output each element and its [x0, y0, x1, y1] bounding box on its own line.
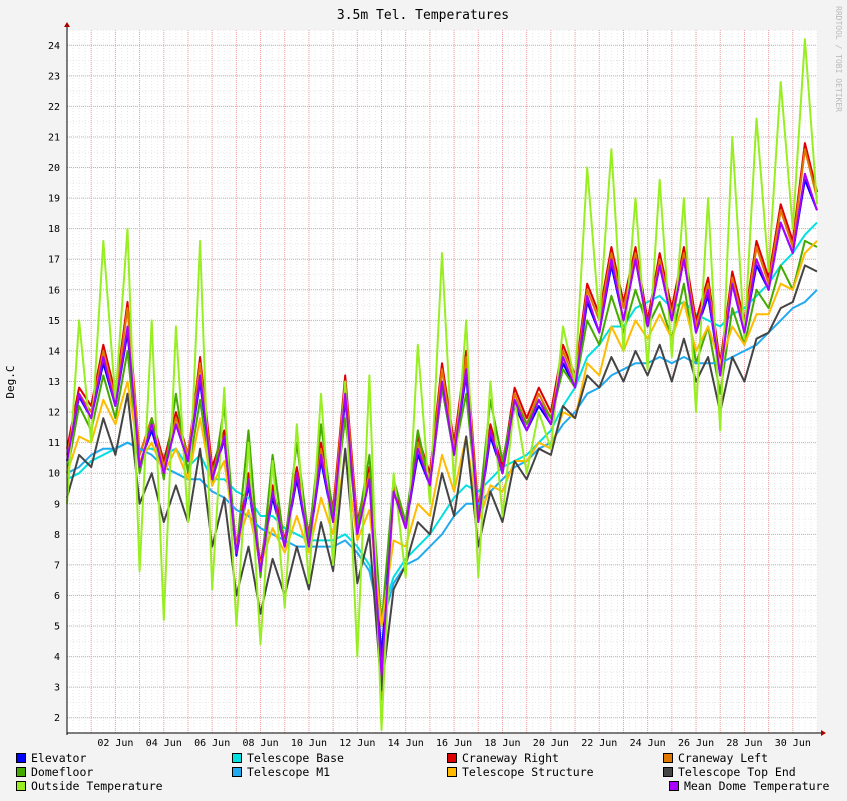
- y-tick-label: 4: [54, 652, 60, 663]
- legend-item: Domefloor: [16, 765, 93, 779]
- legend-swatch: [447, 767, 457, 777]
- series-line-10: [66, 172, 818, 676]
- x-tick-label: 18 Jun: [484, 738, 520, 749]
- x-tick-label: 12 Jun: [339, 738, 375, 749]
- legend-swatch: [447, 753, 457, 763]
- y-tick-label: 24: [48, 41, 60, 52]
- y-tick-label: 8: [54, 530, 60, 541]
- y-tick-label: 11: [48, 438, 60, 449]
- legend-label: Craneway Left: [678, 751, 769, 765]
- y-tick-label: 20: [48, 163, 60, 174]
- legend-label: Telescope Structure: [462, 765, 594, 779]
- legend-item: Craneway Right: [447, 751, 559, 765]
- legend-label: Telescope Base: [247, 751, 344, 765]
- x-tick-label: 26 Jun: [678, 738, 714, 749]
- legend-label: Domefloor: [31, 765, 94, 779]
- x-tick-label: 06 Jun: [194, 738, 230, 749]
- y-tick-label: 18: [48, 224, 60, 235]
- legend-swatch: [663, 753, 673, 763]
- x-tick-label: 24 Jun: [630, 738, 666, 749]
- series-line-8: [66, 264, 818, 692]
- x-tick-label: 28 Jun: [726, 738, 762, 749]
- legend-label: Telescope M1: [247, 765, 331, 779]
- y-tick-label: 15: [48, 316, 60, 327]
- legend-swatch: [16, 753, 26, 763]
- legend-label: Telescope Top End: [678, 765, 796, 779]
- x-tick-label: 08 Jun: [242, 738, 278, 749]
- y-axis-arrow: [64, 22, 70, 27]
- rrdtool-watermark: RRDTOOL / TOBI OETIKER: [834, 6, 843, 112]
- x-tick-label: 22 Jun: [581, 738, 617, 749]
- y-tick-label: 13: [48, 377, 60, 388]
- y-tick-label: 22: [48, 102, 60, 113]
- x-tick-label: 20 Jun: [533, 738, 569, 749]
- y-tick-label: 3: [54, 683, 60, 694]
- x-tick-label: 16 Jun: [436, 738, 472, 749]
- legend-swatch: [669, 781, 679, 791]
- legend-item: Mean Dome Temperature: [669, 779, 829, 793]
- legend-item: Outside Temperature: [16, 779, 163, 793]
- y-axis-label: Deg.C: [4, 365, 17, 398]
- legend-item: Telescope Structure: [447, 765, 594, 779]
- y-tick-label: 14: [48, 346, 60, 357]
- legend-label: Elevator: [31, 751, 87, 765]
- chart-title: 3.5m Tel. Temperatures: [337, 8, 509, 23]
- legend-item: Telescope Top End: [663, 765, 796, 779]
- legend-label: Outside Temperature: [31, 779, 163, 793]
- y-tick-label: 12: [48, 408, 60, 419]
- y-tick-label: 9: [54, 499, 60, 510]
- legend-swatch: [16, 781, 26, 791]
- y-tick-label: 2: [54, 713, 60, 724]
- series-line-6: [66, 289, 818, 627]
- y-tick-label: 16: [48, 285, 60, 296]
- legend-label: Craneway Right: [462, 751, 559, 765]
- y-tick-label: 5: [54, 622, 60, 633]
- x-tick-label: 04 Jun: [146, 738, 182, 749]
- legend-item: Telescope M1: [232, 765, 330, 779]
- legend: Elevator Telescope Base Craneway Right Cran…: [0, 751, 847, 801]
- x-tick-label: 30 Jun: [775, 738, 811, 749]
- y-tick-label: 6: [54, 591, 60, 602]
- legend-swatch: [16, 767, 26, 777]
- x-axis-arrow: [821, 730, 826, 736]
- chart: 3.5m Tel. Temperatures RRDTOOL / TOBI OE…: [4, 6, 843, 749]
- legend-item: Elevator: [16, 751, 86, 765]
- x-tick-label: 14 Jun: [388, 738, 424, 749]
- legend-swatch: [232, 767, 242, 777]
- legend-label: Mean Dome Temperature: [684, 779, 830, 793]
- y-tick-label: 10: [48, 469, 60, 480]
- legend-swatch: [232, 753, 242, 763]
- y-tick-label: 19: [48, 194, 60, 205]
- legend-item: Craneway Left: [663, 751, 768, 765]
- y-tick-label: 7: [54, 560, 60, 571]
- x-tick-label: 10 Jun: [291, 738, 327, 749]
- y-tick-label: 21: [48, 132, 60, 143]
- y-tick-label: 17: [48, 255, 60, 266]
- x-tick-label: 02 Jun: [97, 738, 133, 749]
- y-tick-label: 23: [48, 71, 60, 82]
- legend-item: Telescope Base: [232, 751, 344, 765]
- legend-swatch: [663, 767, 673, 777]
